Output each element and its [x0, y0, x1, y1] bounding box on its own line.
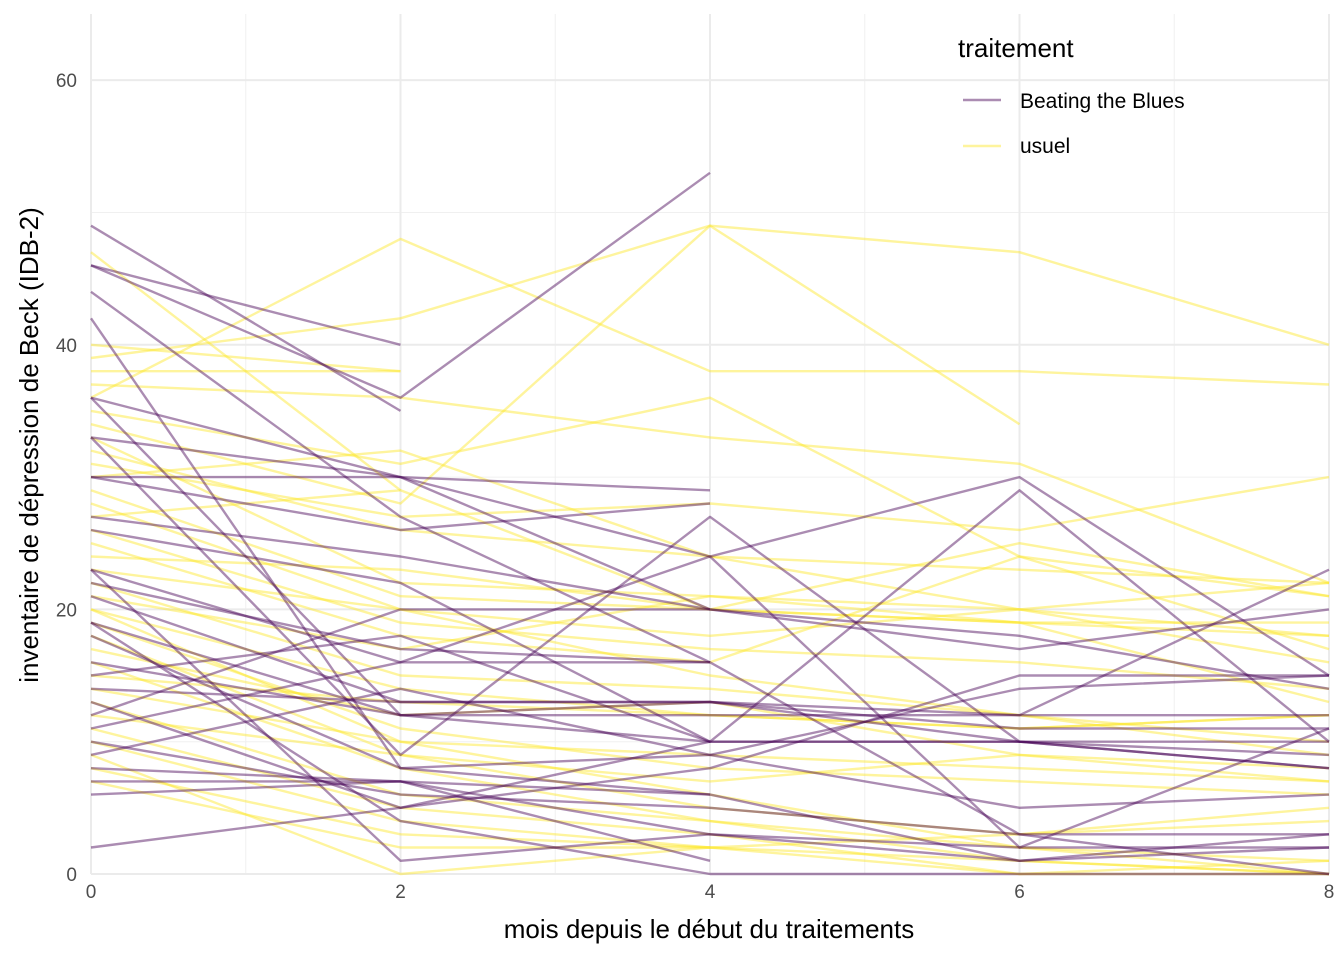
y-tick-label: 0 [66, 865, 77, 886]
series-line-usuel [90, 396, 1330, 598]
series-line-usuel [90, 608, 1330, 730]
series-line-usuel [90, 661, 1330, 876]
series-line-beating-the-blues [90, 581, 711, 664]
series-line-beating-the-blues [91, 780, 1329, 849]
series-line-usuel [90, 502, 1330, 743]
legend-title: traitement [958, 33, 1074, 63]
series-line-beating-the-blues [90, 568, 1330, 862]
series-line-usuel [90, 767, 1330, 876]
series-line-usuel [90, 634, 1330, 836]
series-line-beating-the-blues [90, 767, 1330, 862]
series-line-usuel [90, 595, 1329, 651]
series-line-usuel [90, 687, 1330, 783]
series-line-usuel [90, 343, 401, 373]
x-tick-label: 2 [395, 882, 406, 903]
series-line-usuel [90, 674, 1330, 730]
series-line-usuel [90, 449, 1330, 611]
series-line-beating-the-blues [90, 634, 1330, 770]
series-line-beating-the-blues [90, 687, 1330, 809]
series-line-usuel [90, 251, 402, 492]
series-line-beating-the-blues [90, 740, 1330, 876]
series-line-beating-the-blues [90, 595, 1330, 757]
series-line-usuel [90, 740, 1330, 876]
series-line-usuel [90, 542, 1330, 664]
series-line-beating-the-blues [90, 317, 711, 796]
series-line-beating-the-blues [90, 661, 1329, 836]
series-line-beating-the-blues [90, 489, 1330, 849]
legend-label-beating-the-blues: Beating the Blues [1020, 90, 1185, 113]
series-line-beating-the-blues [90, 396, 711, 492]
x-tick-label: 0 [86, 882, 97, 903]
series-line-usuel [90, 436, 1330, 637]
series-line-usuel [90, 224, 1330, 360]
series-line-beating-the-blues [90, 634, 711, 743]
series-line-usuel [90, 727, 1329, 876]
series-line-beating-the-blues [90, 661, 1330, 770]
series-line-usuel [90, 700, 1330, 876]
series-line-usuel [90, 528, 1330, 690]
x-axis-title: mois depuis le début du traitements [504, 914, 914, 944]
series-line-beating-the-blues [90, 515, 1330, 690]
legend-entry-beating-the-blues: Beating the Blues [963, 90, 1185, 113]
series-line-beating-the-blues [90, 475, 1330, 677]
series-line-beating-the-blues [90, 224, 402, 412]
series-line-usuel [90, 489, 1330, 637]
series-line-usuel [90, 647, 1330, 783]
series-line-usuel [90, 581, 1330, 757]
series-line-usuel [90, 780, 1330, 849]
series-line-usuel [90, 237, 1330, 399]
series-line-beating-the-blues [90, 621, 1329, 717]
series-line-usuel [90, 555, 1330, 704]
legend: traitement Beating the Blues usuel [958, 33, 1185, 158]
series-line-usuel [90, 621, 1330, 796]
legend-entry-usuel: usuel [963, 135, 1070, 158]
series-line-beating-the-blues [90, 780, 711, 862]
series-line-usuel [90, 608, 1330, 862]
series-line-usuel [90, 383, 1330, 585]
series-line-usuel [90, 462, 1330, 532]
y-tick-label: 60 [56, 71, 77, 92]
series-line-beating-the-blues [90, 687, 1329, 730]
series-line-beating-the-blues [90, 171, 711, 399]
series-line-beating-the-blues [90, 621, 1329, 876]
series-line-beating-the-blues [90, 396, 1330, 717]
series-line-beating-the-blues [90, 290, 711, 664]
series-line-beating-the-blues [90, 436, 1330, 849]
legend-label-usuel: usuel [1020, 135, 1070, 158]
grid-major [90, 14, 1330, 875]
series-line-usuel [90, 489, 1330, 611]
series-line-beating-the-blues [91, 475, 1330, 651]
y-axis-title: inventaire de dépression de Beck (IDB-2) [14, 207, 44, 682]
series-line-beating-the-blues [90, 608, 710, 717]
series-line-usuel [90, 224, 1021, 505]
series-line-usuel [90, 568, 1330, 664]
series-line-beating-the-blues [90, 475, 711, 532]
y-tick-label: 40 [56, 336, 77, 357]
series-line-usuel [90, 714, 1330, 783]
series-line-beating-the-blues [90, 264, 401, 346]
x-tick-labels: 0 2 4 6 8 [86, 882, 1335, 903]
series-layer [90, 171, 1330, 876]
series-line-beating-the-blues [90, 674, 1329, 809]
x-tick-label: 6 [1014, 882, 1025, 903]
series-line-beating-the-blues [90, 436, 1330, 770]
x-tick-label: 4 [705, 882, 716, 903]
y-tick-labels: 0 20 40 60 [56, 71, 77, 886]
x-tick-label: 8 [1324, 882, 1335, 903]
y-tick-label: 20 [56, 600, 77, 621]
series-line-usuel [90, 753, 711, 876]
series-line-usuel [90, 449, 1330, 585]
series-line-beating-the-blues [90, 528, 1329, 743]
